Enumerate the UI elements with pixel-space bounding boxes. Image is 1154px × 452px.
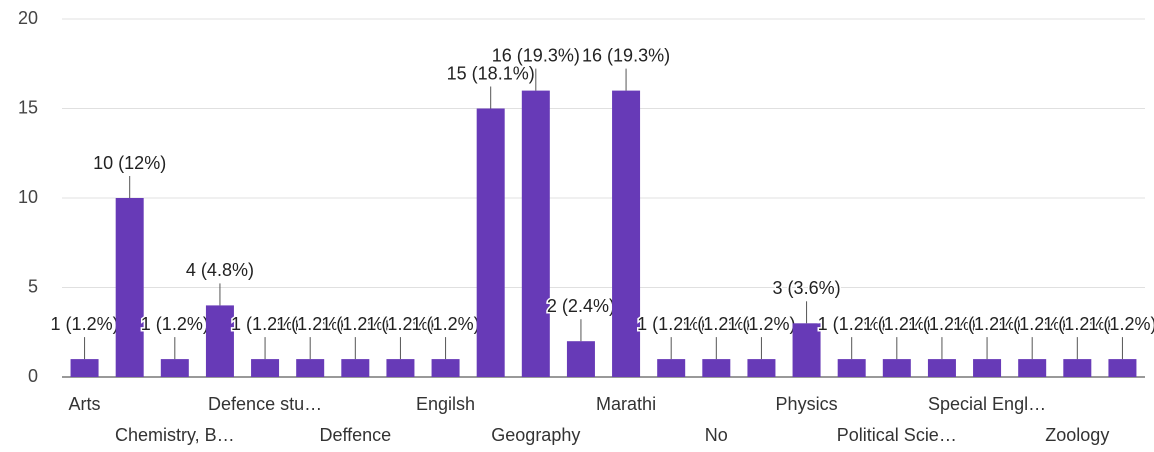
bar [927,359,956,377]
value-label: 1 (1.2%) [727,314,795,334]
bar [205,305,234,377]
bar [341,359,370,377]
value-label: 3 (3.6%) [773,278,841,298]
bar [657,359,686,377]
bar [521,90,550,377]
y-tick-label: 10 [18,187,38,207]
value-label: 16 (19.3%) [582,45,670,65]
x-tick-label: Deffence [319,425,391,445]
value-label: 1 (1.2%) [637,314,705,334]
bar [566,341,595,377]
x-tick-label: Marathi [596,394,656,414]
value-label: 4 (4.8%) [186,260,254,280]
bar [792,323,821,377]
bar [612,90,641,377]
bar [251,359,280,377]
bar [1063,359,1092,377]
bar [973,359,1002,377]
bar [747,359,776,377]
value-label: 1 (1.2%) [141,314,209,334]
y-tick-label: 0 [28,366,38,386]
value-label: 10 (12%) [93,153,166,173]
x-tick-label: Geography [491,425,580,445]
value-label: 1 (1.2%) [51,314,119,334]
bar [296,359,325,377]
value-label: 1 (1.2%) [1088,314,1154,334]
bar [837,359,866,377]
value-label: 1 (1.2%) [276,314,344,334]
y-tick-label: 5 [28,276,38,296]
value-label: 1 (1.2%) [366,314,434,334]
value-label: 1 (1.2%) [412,314,480,334]
value-label: 1 (1.2%) [818,314,886,334]
value-label: 1 (1.2%) [863,314,931,334]
value-label: 1 (1.2%) [682,314,750,334]
bar [702,359,731,377]
x-tick-label: Chemistry, B… [115,425,235,445]
value-label: 1 (1.2%) [231,314,299,334]
value-label: 1 (1.2%) [908,314,976,334]
bar [882,359,911,377]
value-label: 1 (1.2%) [321,314,389,334]
value-label: 15 (18.1%) [447,63,535,83]
bar [1108,359,1137,377]
bar [1018,359,1047,377]
x-tick-label: Zoology [1045,425,1109,445]
value-label: 16 (19.3%) [492,45,580,65]
y-tick-label: 15 [18,97,38,117]
bar [115,198,144,377]
value-label: 1 (1.2%) [953,314,1021,334]
value-label: 2 (2.4%) [547,296,615,316]
x-tick-label: Political Scie… [837,425,957,445]
x-tick-label: Defence stu… [208,394,322,414]
x-tick-label: Physics [776,394,838,414]
bar [476,108,505,377]
x-tick-label: Special Engl… [928,394,1046,414]
x-tick-label: Arts [69,394,101,414]
bar [431,359,460,377]
value-label: 1 (1.2%) [1043,314,1111,334]
bar [160,359,189,377]
bar [386,359,415,377]
value-label: 1 (1.2%) [998,314,1066,334]
x-tick-label: Engilsh [416,394,475,414]
y-tick-label: 20 [18,8,38,28]
x-tick-label: No [705,425,728,445]
bar [70,359,99,377]
